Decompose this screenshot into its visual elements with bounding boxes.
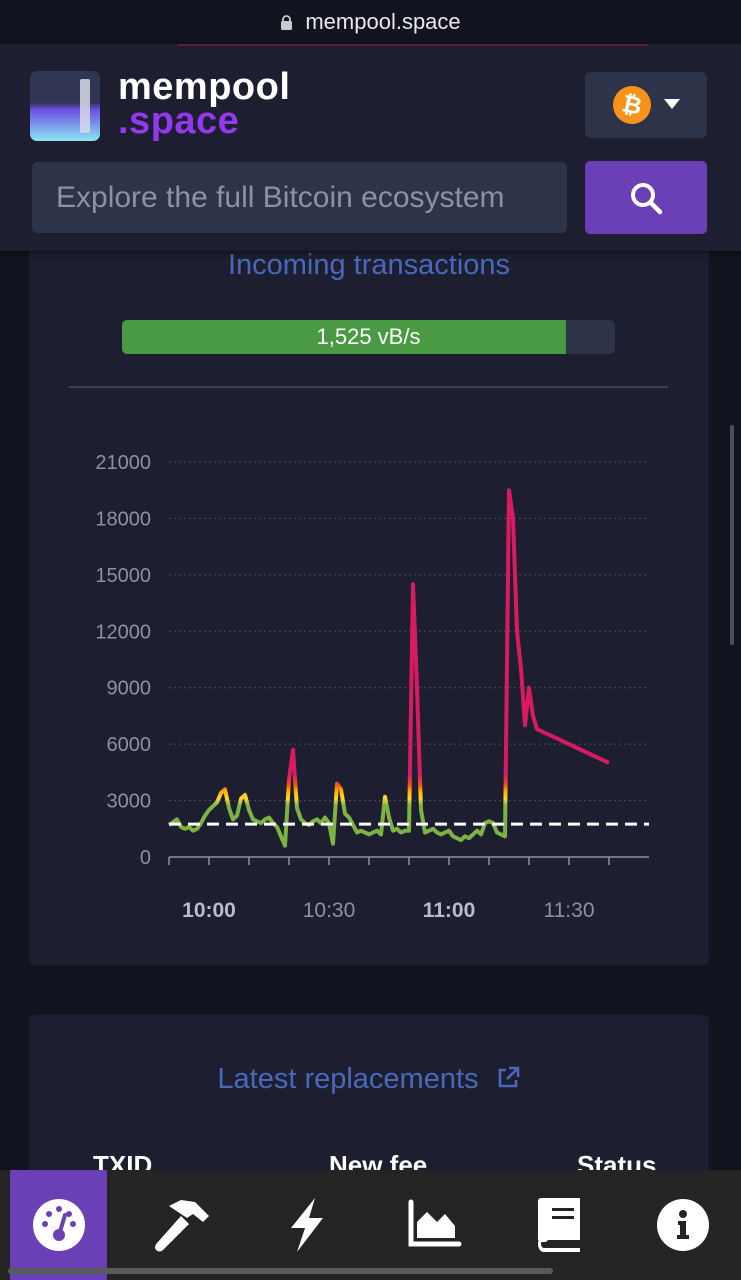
vbytes-rate-bar: 1,525 vB/s xyxy=(122,320,615,354)
network-selector-button[interactable]: ₿ xyxy=(585,72,707,138)
incoming-transactions-card: Incoming transactions 1,525 vB/s 21000 18… xyxy=(29,235,709,965)
latest-replacements-label: Latest replacements xyxy=(217,1063,479,1095)
external-link-icon xyxy=(498,1066,519,1088)
info-icon xyxy=(656,1199,709,1251)
dashboard-gauge-icon xyxy=(32,1199,85,1251)
chart-xtick-label: 11:30 xyxy=(544,899,595,922)
site-header: mempool .space ₿ xyxy=(0,44,741,251)
page-scrollbar[interactable] xyxy=(730,425,734,645)
lightning-icon xyxy=(290,1198,323,1252)
chart-ytick-label: 0 xyxy=(140,847,151,869)
chart-ytick-label: 12000 xyxy=(95,621,151,643)
lock-icon xyxy=(281,14,293,30)
nav-graphs[interactable] xyxy=(385,1170,482,1280)
url-text: mempool.space xyxy=(305,9,461,34)
latest-replacements-title[interactable]: Latest replacements xyxy=(29,1063,709,1096)
vbytes-rate-label: 1,525 vB/s xyxy=(316,324,421,349)
logo-text-space: .space xyxy=(118,100,240,142)
nav-about[interactable] xyxy=(634,1170,731,1280)
chart-xtick-label: 10:00 xyxy=(182,899,236,922)
chart-xtick-label: 11:00 xyxy=(423,899,476,922)
logo-text-mempool: mempool xyxy=(118,66,291,108)
header-accent-line xyxy=(178,44,648,46)
chevron-down-icon xyxy=(664,99,680,109)
nav-docs[interactable] xyxy=(510,1170,607,1280)
incoming-transactions-chart[interactable]: 21000 18000 15000 12000 9000 6000 3000 0 10:00 1… xyxy=(29,235,709,965)
search-input[interactable] xyxy=(32,162,567,233)
nav-lightning[interactable] xyxy=(258,1170,355,1280)
chart-ytick-label: 3000 xyxy=(107,791,152,813)
chart-ytick-label: 21000 xyxy=(95,452,151,474)
hammer-icon xyxy=(154,1200,209,1252)
book-icon xyxy=(537,1198,580,1252)
chart-series-line xyxy=(167,488,610,848)
nav-mining[interactable] xyxy=(133,1170,230,1280)
search-icon xyxy=(631,182,663,214)
browser-url-bar[interactable]: mempool.space xyxy=(0,0,741,44)
chart-ytick-label: 9000 xyxy=(107,678,152,700)
search-button[interactable] xyxy=(585,161,707,234)
bottom-navigation xyxy=(0,1170,741,1280)
nav-dashboard[interactable] xyxy=(10,1170,107,1280)
vbytes-rate-fill xyxy=(122,320,566,354)
mempool-logo-icon[interactable] xyxy=(30,71,100,141)
chart-ytick-label: 6000 xyxy=(107,734,152,756)
card-divider xyxy=(69,386,668,388)
incoming-transactions-title[interactable]: Incoming transactions xyxy=(227,249,511,281)
chart-ytick-label: 18000 xyxy=(95,508,151,530)
bitcoin-icon: ₿ xyxy=(613,86,651,124)
chart-xtick-label: 10:30 xyxy=(303,899,356,922)
home-indicator xyxy=(8,1268,553,1274)
area-chart-icon xyxy=(408,1199,461,1247)
logo-wordmark[interactable]: mempool .space xyxy=(118,66,291,142)
chart-ytick-label: 15000 xyxy=(95,565,151,587)
